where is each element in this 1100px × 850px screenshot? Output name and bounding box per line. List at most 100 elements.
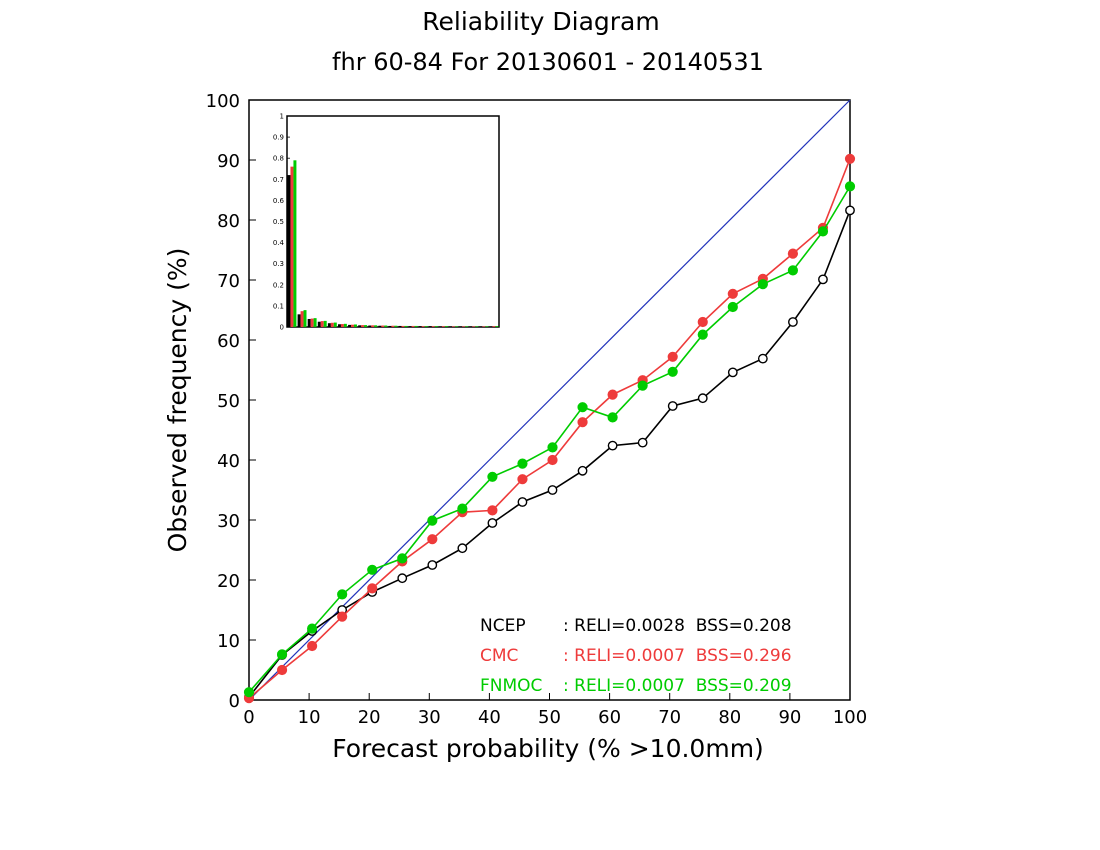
data-point-ncep	[845, 205, 855, 216]
plot-area: 0 10 20 30 40 50 60 70 80 90 100010203040506070809…	[206, 91, 868, 728]
y-tick-label: 0	[229, 691, 240, 712]
data-point-fnmoc	[727, 301, 738, 313]
inset-bar-ncep	[317, 321, 321, 327]
inset-bar-cmc	[431, 326, 435, 327]
inset-frame	[286, 115, 500, 328]
inset-y-tick-label: 1	[280, 113, 284, 121]
inset-bar-fnmoc	[485, 326, 489, 327]
x-tick-label: 0	[243, 707, 254, 728]
inset-bar-cmc	[401, 325, 405, 327]
data-point-cmc	[727, 288, 738, 299]
data-point-fnmoc	[844, 181, 856, 192]
inset-bar-fnmoc	[404, 325, 408, 327]
inset-bar-cmc	[361, 325, 365, 327]
data-point-ncep	[818, 274, 828, 285]
inset-bar-ncep	[479, 326, 483, 327]
data-point-fnmoc	[337, 589, 348, 600]
inset-bar-ncep	[337, 324, 341, 327]
inset-y-tick-label: 0.4	[273, 239, 285, 247]
inset-bar-cmc	[330, 322, 334, 327]
y-tick-label: 100	[206, 91, 240, 112]
inset-bar-cmc	[482, 326, 486, 327]
data-point-cmc	[337, 611, 348, 622]
data-point-fnmoc	[307, 623, 318, 634]
inset-y-tick-label: 0.3	[273, 260, 284, 268]
inset-bar-fnmoc	[434, 326, 438, 327]
data-point-cmc	[487, 505, 498, 516]
data-point-cmc	[607, 389, 618, 400]
data-point-fnmoc	[487, 471, 498, 482]
inset-y-tick-label: 0.1	[273, 302, 284, 310]
data-point-fnmoc	[757, 279, 768, 290]
inset-bar-ncep	[428, 326, 432, 327]
inset-bar-fnmoc	[293, 160, 297, 327]
x-tick-label: 20	[358, 707, 381, 728]
inset-bar-cmc	[310, 318, 314, 327]
data-point-ncep	[577, 465, 588, 476]
data-point-ncep	[397, 573, 408, 584]
data-point-fnmoc	[427, 515, 438, 526]
inset-bar-ncep	[348, 324, 352, 327]
inset-y-tick-label: 0.9	[273, 134, 284, 142]
data-point-fnmoc	[667, 366, 678, 377]
inset-bar-cmc	[340, 324, 344, 327]
data-point-ncep	[637, 437, 648, 448]
data-point-ncep	[727, 367, 738, 378]
inset-bar-cmc	[421, 326, 425, 327]
data-point-cmc	[367, 583, 378, 594]
data-point-cmc	[787, 248, 799, 259]
legend-name-fnmoc: FNMOC	[480, 676, 542, 696]
y-tick-label: 30	[217, 511, 240, 532]
x-tick-label: 90	[778, 707, 801, 728]
data-point-fnmoc	[517, 458, 528, 469]
inset-bar-ncep	[469, 326, 473, 327]
data-point-ncep	[607, 440, 618, 451]
inset-y-tick-label: 0	[280, 324, 284, 332]
y-tick-label: 40	[217, 451, 240, 472]
inset-bar-cmc	[451, 326, 455, 327]
data-point-ncep	[427, 560, 438, 570]
inset-bar-fnmoc	[495, 326, 499, 327]
inset-bar-ncep	[327, 323, 331, 327]
data-point-ncep	[757, 353, 768, 364]
inset-y-tick-label: 0.2	[273, 281, 284, 289]
data-point-fnmoc	[697, 329, 708, 340]
inset-bar-ncep	[398, 325, 402, 327]
x-tick-label: 80	[718, 707, 741, 728]
legend: NCEP: RELI=0.0028 BSS=0.208 CMC: RELI=0.0…	[480, 616, 792, 696]
data-point-ncep	[487, 518, 498, 528]
inset-bar-fnmoc	[343, 323, 347, 327]
inset-bar-fnmoc	[465, 326, 469, 327]
data-point-fnmoc	[243, 687, 255, 698]
data-point-cmc	[517, 474, 528, 485]
inset-bar-fnmoc	[394, 325, 398, 327]
inset-bar-cmc	[381, 325, 385, 327]
inset-bar-cmc	[320, 321, 324, 327]
data-point-fnmoc	[577, 402, 588, 413]
data-point-ncep	[547, 485, 558, 495]
x-axis-label: Forecast probability (% >10.0mm)	[332, 734, 764, 763]
x-tick-label: 30	[418, 707, 441, 728]
data-point-cmc	[427, 534, 438, 545]
inset-bar-ncep	[297, 314, 301, 327]
data-point-fnmoc	[367, 564, 378, 575]
inset-bar-fnmoc	[303, 310, 307, 327]
y-axis-label: Observed frequency (%)	[163, 248, 192, 553]
y-tick-label: 70	[217, 271, 240, 292]
inset-bar-fnmoc	[333, 322, 337, 327]
x-tick-label: 40	[478, 707, 501, 728]
y-tick-label: 50	[217, 391, 240, 412]
data-point-fnmoc	[547, 442, 558, 453]
data-point-fnmoc	[397, 553, 408, 564]
inset-bar-cmc	[300, 311, 304, 327]
inset-bar-fnmoc	[364, 325, 368, 327]
data-point-cmc	[667, 351, 678, 362]
x-tick-label: 70	[658, 707, 681, 728]
inset-bar-ncep	[378, 325, 382, 327]
x-tick-label: 10	[298, 707, 321, 728]
data-point-cmc	[307, 640, 318, 652]
inset-bar-ncep	[358, 325, 362, 327]
chart-subtitle: fhr 60-84 For 20130601 - 20140531	[332, 48, 764, 76]
data-point-fnmoc	[607, 412, 618, 423]
